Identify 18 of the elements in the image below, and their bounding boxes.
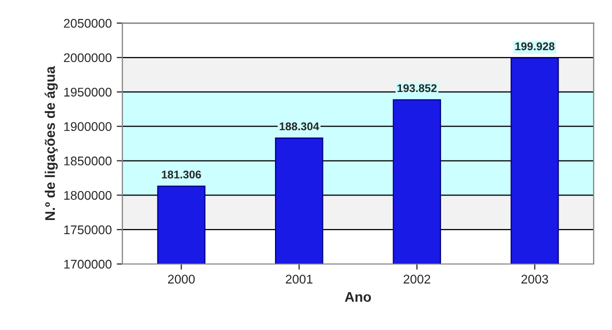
y-tick-label: 1800000	[64, 190, 112, 200]
text: 199.928	[515, 42, 554, 50]
text: 188.304	[280, 122, 320, 130]
text: 193.852	[398, 84, 437, 92]
x-axis-title: Ano	[344, 292, 371, 302]
y-tick-label: 2000000	[64, 53, 112, 62]
y-tick-label: 1700000	[64, 260, 112, 269]
y-tick-label: 1750000	[64, 225, 112, 234]
y-tick-label: 1950000	[64, 88, 112, 97]
text: 181.306	[162, 170, 201, 178]
y-axis-title: N.º de ligações de água	[44, 66, 58, 220]
y-tick-label: 1900000	[64, 122, 112, 131]
x-tick-label: 2002	[404, 274, 430, 284]
x-tick-label: 2000	[168, 274, 195, 284]
x-tick-label: 2003	[521, 274, 548, 284]
y-tick-label: 1850000	[64, 156, 112, 166]
y-tick-label: 2050000	[64, 18, 112, 28]
x-tick-label: 2001	[286, 274, 312, 284]
